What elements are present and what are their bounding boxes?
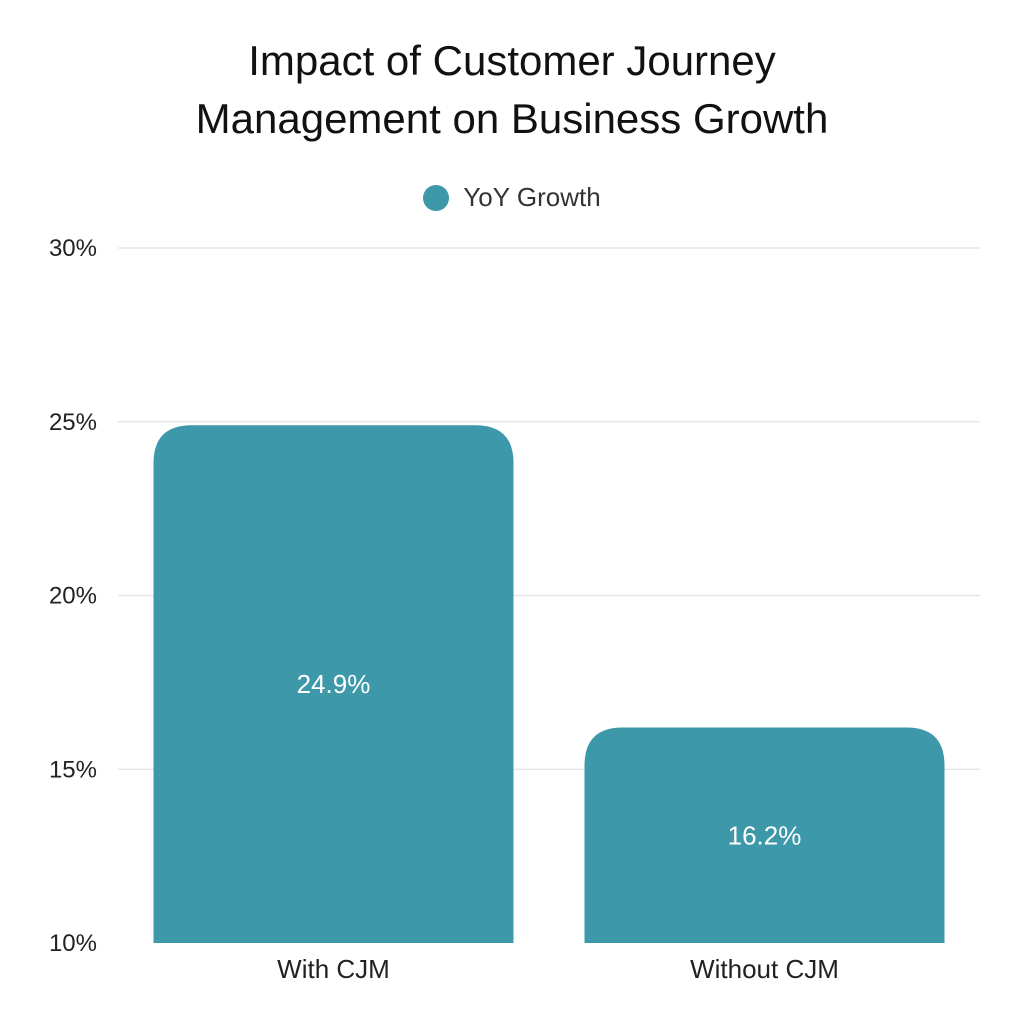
chart-legend: YoY Growth <box>0 182 1024 213</box>
bar-without-cjm <box>584 727 945 943</box>
chart-title-line-1: Impact of Customer Journey <box>248 37 776 84</box>
y-tick-label: 10% <box>49 930 97 957</box>
data-label: 24.9% <box>297 669 371 699</box>
x-category-label: With CJM <box>277 954 390 984</box>
y-tick-label: 25% <box>49 409 97 436</box>
chart-title: Impact of Customer Journey Management on… <box>0 32 1024 148</box>
bar-layer <box>153 425 945 944</box>
y-tick-label: 15% <box>49 756 97 783</box>
legend-swatch-icon <box>423 184 450 211</box>
legend-label: YoY Growth <box>463 182 601 212</box>
chart-title-line-2: Management on Business Growth <box>195 95 829 142</box>
y-tick-label: 20% <box>49 583 97 610</box>
bar-with-cjm <box>153 425 514 944</box>
y-tick-label: 30% <box>49 235 97 262</box>
data-label: 16.2% <box>728 820 802 850</box>
x-category-label: Without CJM <box>690 954 839 984</box>
label-layer: 10% 15% 20% 25% 30% 24.9% With CJM 16.2% Without… <box>49 235 839 984</box>
